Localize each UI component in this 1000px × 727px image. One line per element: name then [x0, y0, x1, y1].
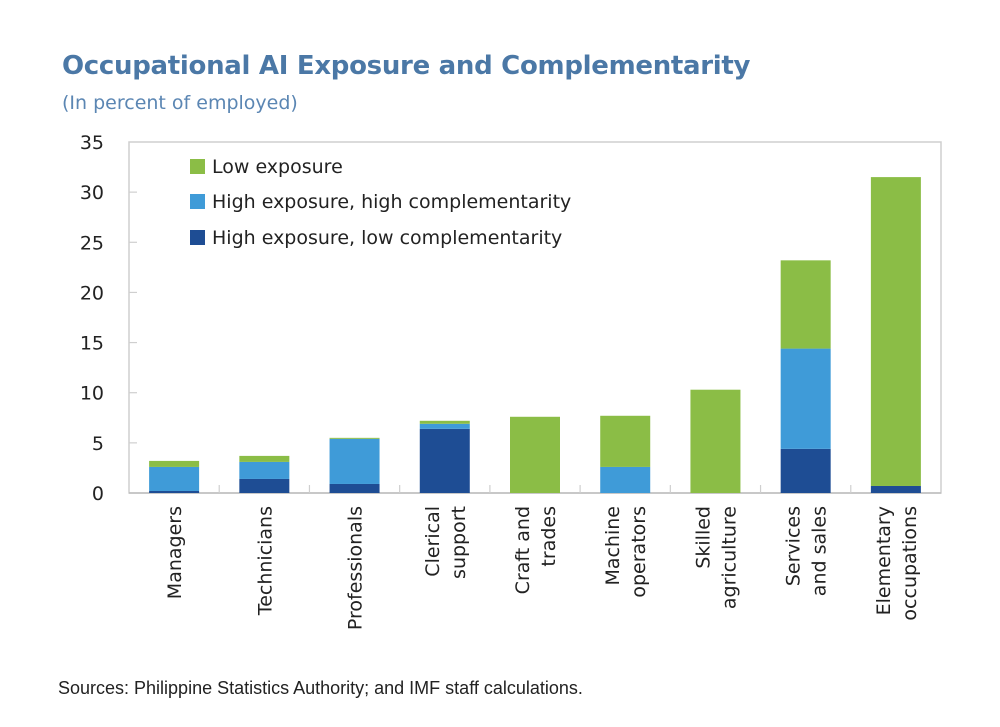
x-category-label: Clerical [422, 506, 444, 577]
bar-segment-low-exposure [870, 177, 921, 486]
x-category-label: Skilled [692, 506, 714, 569]
x-category-label: Technicians [254, 506, 276, 616]
bar-segment-high-high [239, 461, 290, 479]
legend-label: High exposure, low complementarity [212, 227, 562, 249]
legend-swatch [190, 159, 205, 174]
x-category-label: and sales [809, 506, 831, 596]
x-category-label: operators [628, 506, 650, 598]
x-category-label: Professionals [345, 506, 367, 630]
x-category-label: Craft and [512, 506, 534, 594]
legend-label: High exposure, high complementarity [212, 191, 571, 213]
y-tick-label: 10 [80, 383, 104, 405]
legend-swatch [190, 230, 205, 245]
y-tick-label: 25 [80, 232, 104, 254]
bar-segment-high-high [149, 466, 200, 491]
bar-segment-low-exposure [239, 455, 290, 462]
y-tick-label: 20 [80, 282, 104, 304]
bar-segment-high-low [419, 428, 470, 493]
chart-title: Occupational AI Exposure and Complementa… [62, 51, 751, 81]
bar-segment-high-high [329, 438, 380, 484]
x-category-label: Services [783, 506, 805, 586]
bar-segment-high-low [239, 478, 290, 493]
x-category-label: occupations [899, 506, 921, 621]
y-tick-label: 30 [80, 182, 104, 204]
x-category-label: Machine [602, 506, 624, 586]
legend-swatch [190, 194, 205, 209]
bar-segment-low-exposure [510, 416, 560, 493]
bar-segment-high-low [780, 448, 831, 493]
bar-segment-low-exposure [600, 415, 651, 467]
bar-segment-low-exposure [690, 389, 741, 493]
bar-segment-low-exposure [780, 260, 831, 349]
x-category-label: support [448, 506, 470, 579]
legend-label: Low exposure [212, 156, 343, 178]
bar-segment-high-high [600, 466, 651, 493]
chart-subtitle: (In percent of employed) [62, 92, 298, 114]
bar-segment-high-high [419, 423, 470, 429]
y-tick-label: 5 [92, 433, 104, 455]
source-note: Sources: Philippine Statistics Authority… [58, 678, 583, 698]
x-category-label: agriculture [718, 506, 740, 609]
x-category-label: Managers [164, 506, 186, 599]
y-tick-label: 0 [92, 483, 104, 505]
bar-segment-low-exposure [149, 460, 200, 467]
bar-segment-high-low [870, 485, 921, 493]
bar-segment-high-low [329, 483, 380, 493]
bar-segment-high-high [780, 348, 831, 449]
y-tick-label: 35 [80, 132, 104, 154]
x-category-label: Elementary [873, 506, 895, 615]
x-category-label: trades [538, 506, 560, 567]
bar-segment-low-exposure [329, 437, 380, 439]
bar-segment-low-exposure [419, 420, 470, 424]
y-tick-label: 15 [80, 333, 104, 355]
bar-segment-high-low [149, 490, 200, 493]
